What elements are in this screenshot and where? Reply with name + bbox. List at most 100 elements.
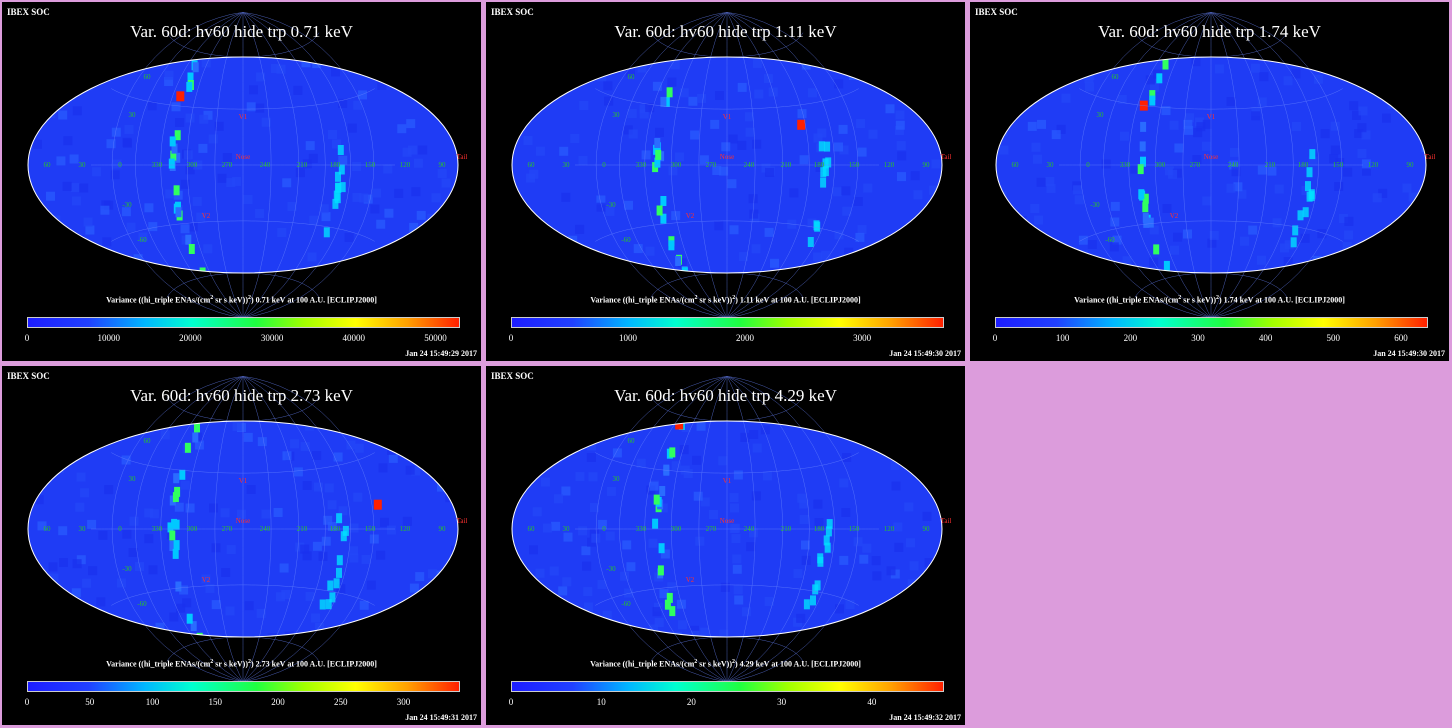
sky-pixel (589, 503, 599, 512)
sky-pixel (148, 565, 158, 575)
sky-pixel (857, 147, 867, 157)
sky-pixel (572, 252, 582, 262)
longitude-label: 330 (1120, 161, 1131, 169)
sky-pixel (1036, 177, 1046, 187)
sky-pixel (856, 119, 866, 128)
sky-pixel (171, 143, 178, 154)
sky-pixel-max (373, 499, 382, 510)
sky-pixel (1338, 214, 1348, 223)
sky-pixel (653, 494, 660, 505)
colorbar-tick: 100 (1055, 333, 1070, 343)
sky-pixel (1175, 279, 1181, 289)
sky-pixel (845, 600, 855, 610)
sky-pixel (666, 592, 673, 603)
sky-pixel (284, 631, 294, 637)
sky-pixel (907, 68, 917, 78)
sky-pixel (628, 129, 638, 139)
sky-pixel (770, 258, 779, 268)
sky-map-svg: 60 30 0 330 300 270 240 210 180 150 120 906030-30-6… (511, 376, 951, 682)
latitude-label: -60 (1105, 236, 1115, 244)
sky-pixel (839, 145, 849, 155)
sky-pixel (1055, 256, 1065, 266)
colorbar-title-part: Variance ((hi_triple ENAs/(cm (1074, 295, 1179, 305)
sky-pixel (1350, 265, 1360, 273)
sky-map-border (27, 420, 459, 638)
sky-pixel (639, 104, 649, 114)
sky-pixel (857, 57, 867, 67)
sky-pixel (744, 112, 754, 122)
v1-label: V1 (723, 113, 732, 121)
sky-pixel (1033, 154, 1042, 164)
sky-pixel (430, 451, 439, 461)
timestamp: Jan 24 15:49:32 2017 (889, 713, 961, 722)
longitude-label: 30 (79, 161, 87, 169)
colorbar-title-part: ) 1.74 keV at 100 A.U. [ECLIPJ2000] (1219, 295, 1345, 305)
longitude-label: 240 (744, 525, 755, 533)
graticule (91, 12, 395, 318)
timestamp: Jan 24 15:49:30 2017 (1373, 349, 1445, 358)
sky-pixel (104, 485, 114, 495)
colorbar-tick: 0 (24, 333, 30, 343)
sky-pixel (122, 529, 132, 539)
sky-pixel (359, 193, 369, 203)
sky-pixel (87, 519, 97, 529)
sky-pixel (39, 257, 49, 267)
sky-pixel (764, 597, 774, 606)
sky-pixel (548, 229, 557, 239)
sky-pixel (205, 643, 211, 653)
sky-pixel (58, 110, 68, 120)
sky-pixel (337, 145, 344, 155)
sky-pixel (261, 117, 271, 127)
sky-pixel (585, 626, 595, 636)
sky-pixel (409, 583, 419, 593)
sky-pixel (894, 542, 904, 552)
sky-pixel (199, 267, 206, 273)
sky-pixel (821, 250, 831, 260)
sky-pixel (834, 79, 844, 89)
sky-pixel (220, 508, 230, 518)
sky-pixel (1101, 159, 1111, 169)
sky-pixel (173, 185, 180, 196)
sky-pixel (913, 190, 923, 200)
sky-pixel (575, 224, 585, 234)
sky-pixel (891, 481, 901, 491)
sky-pixel (429, 252, 439, 262)
sky-pixel (904, 84, 914, 94)
sky-pixel (654, 618, 664, 627)
sky-pixel (728, 134, 738, 144)
sky-pixel (249, 85, 258, 95)
sky-pixel (42, 432, 52, 442)
sky-pixel (695, 536, 705, 546)
sky-pixel (922, 511, 932, 521)
latitude-label: 60 (628, 437, 636, 445)
longitude-label: 300 (187, 161, 198, 169)
sky-pixel (1073, 185, 1083, 195)
longitude-label: 210 (297, 161, 308, 169)
sky-pixel (1061, 93, 1071, 103)
sky-pixel (999, 145, 1009, 155)
sky-pixel (820, 167, 827, 178)
sky-pixel (675, 256, 682, 266)
sky-pixel (551, 521, 561, 531)
sky-pixel (574, 63, 584, 73)
longitude-label: 150 (365, 161, 376, 169)
sky-pixel (1120, 131, 1129, 141)
sky-pixel (1257, 255, 1266, 265)
colorbar-tick: 300 (1191, 333, 1205, 343)
sky-pixel (1202, 119, 1212, 129)
sky-pixel (374, 627, 384, 637)
sky-pixel (652, 607, 662, 617)
sky-pixel (147, 101, 157, 111)
longitude-label: 30 (563, 525, 571, 533)
sky-pixel (783, 268, 792, 273)
sky-pixel (105, 621, 115, 631)
sky-pixel (559, 146, 569, 156)
sky-pixel (276, 592, 285, 602)
sky-map-svg: 60 30 0 330 300 270 240 210 180 150 120 906030-30-6… (27, 376, 467, 682)
sky-pixel (295, 542, 305, 552)
colorbar-title: Variance ((hi_triple ENAs/(cm2 sr s keV)… (486, 659, 965, 669)
sky-pixel (185, 234, 192, 245)
sky-pixel (908, 455, 917, 465)
sky-pixel (335, 171, 341, 182)
sky-pixel (908, 598, 918, 608)
